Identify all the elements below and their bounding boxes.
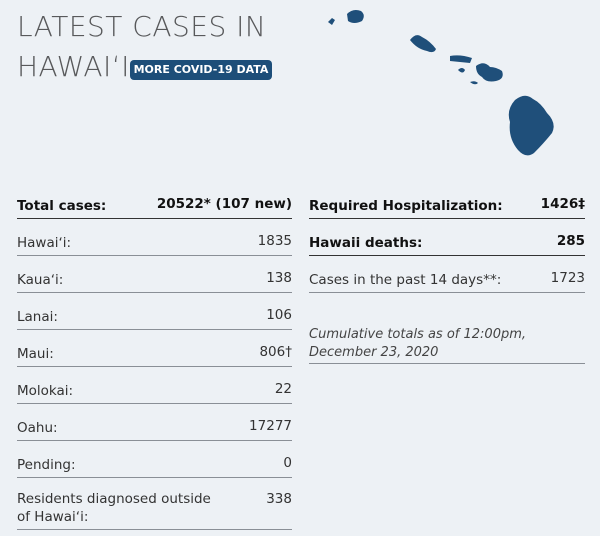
stat-value: 1723 (550, 270, 585, 286)
stat-value: 1835 (257, 233, 292, 249)
stat-label: Required Hospitalization: (309, 198, 503, 214)
hawaii-map (328, 10, 554, 156)
stat-label: Lanai: (17, 309, 58, 325)
stat-row: Lanai: 106 (17, 306, 292, 330)
stat-row: Kauaʻi: 138 (17, 269, 292, 293)
stat-row: Hawaiʻi: 1835 (17, 232, 292, 256)
stat-value: 0 (283, 455, 292, 471)
stat-row: Molokai: 22 (17, 380, 292, 404)
stat-label: Hawaiʻi: (17, 235, 72, 251)
stat-label: Kauaʻi: (17, 272, 64, 288)
stat-row: Cases in the past 14 days**: 1723 (309, 269, 585, 293)
stat-label: Total cases: (17, 198, 107, 214)
stat-value: 1426‡ (540, 196, 585, 212)
stat-label: Molokai: (17, 383, 74, 399)
stat-value: 138 (266, 270, 292, 286)
title-line: LATEST CASES IN (17, 10, 267, 43)
stat-label: Cases in the past 14 days**: (309, 272, 502, 288)
stat-row: Hawaii deaths: 285 (309, 232, 585, 256)
stat-value: 106 (266, 307, 292, 323)
stat-label: Oahu: (17, 420, 58, 436)
title-line: HAWAIʻI (17, 50, 130, 83)
stat-label: Pending: (17, 457, 76, 473)
stat-value: 17277 (249, 418, 292, 434)
stat-value: 338 (266, 491, 292, 507)
stat-row: Total cases: 20522* (107 new) (17, 195, 292, 219)
note: Cumulative totals as of 12:00pm, Decembe… (309, 326, 585, 364)
stat-label: Residents diagnosed outside of Hawaiʻi: (17, 491, 211, 525)
stat-row: Residents diagnosed outside of Hawaiʻi: 3… (17, 490, 292, 530)
stat-value: 20522* (107 new) (156, 196, 292, 212)
stat-row: Pending: 0 (17, 454, 292, 478)
stat-row: Oahu: 17277 (17, 417, 292, 441)
stat-value: 806† (259, 344, 292, 360)
more-data-button[interactable]: MORE COVID-19 DATA (130, 60, 272, 80)
stat-label: Maui: (17, 346, 54, 362)
stat-label: Hawaii deaths: (309, 235, 423, 251)
stat-row: Required Hospitalization: 1426‡ (309, 195, 585, 219)
stat-value: 285 (556, 233, 585, 249)
stat-value: 22 (274, 381, 292, 397)
stat-row: Maui: 806† (17, 343, 292, 367)
